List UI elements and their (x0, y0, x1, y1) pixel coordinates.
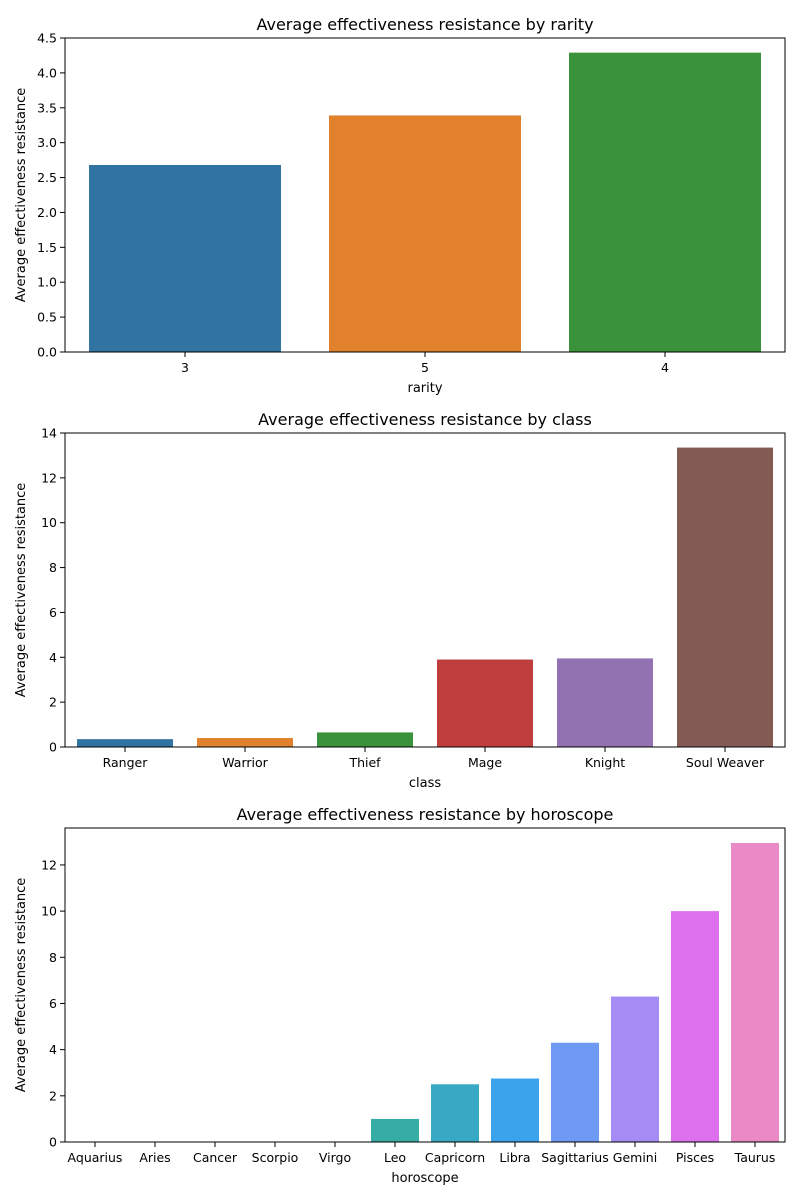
x-tick-label: Scorpio (252, 1150, 299, 1165)
chart-panel-3: Average effectiveness resistance by horo… (14, 805, 786, 1186)
chart-title: Average effectiveness resistance by clas… (258, 410, 592, 429)
bar-taurus (731, 843, 779, 1142)
bar-soul-weaver (677, 447, 773, 747)
plot-frame (64, 432, 786, 748)
x-axis-label: horoscope (391, 1171, 458, 1186)
chart-panel-2: Average effectiveness resistance by clas… (14, 410, 786, 791)
x-tick-label: Taurus (734, 1150, 776, 1165)
bar-libra (491, 1078, 539, 1142)
bar-pisces (671, 911, 719, 1142)
x-tick-label: Gemini (613, 1150, 657, 1165)
y-tick-label: 4.5 (37, 31, 57, 46)
y-tick-label: 0.5 (37, 310, 57, 325)
chart-title: Average effectiveness resistance by horo… (237, 805, 614, 824)
y-tick-label: 10 (41, 515, 57, 530)
x-tick-label: Virgo (319, 1150, 351, 1165)
x-tick-label: Libra (499, 1150, 530, 1165)
x-tick-label: 5 (421, 360, 429, 375)
x-tick-label: Knight (585, 755, 625, 770)
y-tick-label: 4 (49, 650, 57, 665)
x-tick-label: Mage (468, 755, 502, 770)
y-tick-label: 4.0 (37, 65, 57, 80)
y-tick-label: 3.0 (37, 135, 57, 150)
y-tick-label: 12 (41, 470, 57, 485)
y-tick-label: 2 (49, 1088, 57, 1103)
bar-capricorn (431, 1084, 479, 1142)
bar-sagittarius (551, 1042, 599, 1142)
bar-thief (317, 732, 413, 747)
x-tick-label: Aries (139, 1150, 170, 1165)
y-tick-label: 2.0 (37, 205, 57, 220)
x-tick-label: 4 (661, 360, 669, 375)
x-tick-label: Cancer (193, 1150, 238, 1165)
y-tick-label: 0 (49, 740, 57, 755)
plot-frame (64, 827, 786, 1143)
plot-frame (64, 37, 786, 353)
y-tick-label: 6 (49, 605, 57, 620)
y-tick-label: 0 (49, 1135, 57, 1150)
bar-leo (371, 1118, 419, 1142)
x-tick-label: Sagittarius (541, 1150, 609, 1165)
bar-4 (569, 52, 761, 353)
y-tick-label: 1.5 (37, 240, 57, 255)
x-tick-label: Aquarius (68, 1150, 123, 1165)
y-tick-label: 14 (41, 426, 57, 441)
chart-title: Average effectiveness resistance by rari… (256, 15, 593, 34)
bar-mage (437, 659, 533, 747)
x-tick-label: Capricorn (425, 1150, 485, 1165)
y-tick-label: 2 (49, 695, 57, 710)
x-tick-label: Leo (384, 1150, 406, 1165)
x-tick-label: Thief (348, 755, 381, 770)
y-axis-label: Average effectiveness resistance (14, 878, 29, 1093)
y-tick-label: 4 (49, 1042, 57, 1057)
x-tick-label: Ranger (103, 755, 149, 770)
bar-gemini (611, 996, 659, 1142)
y-tick-label: 8 (49, 950, 57, 965)
x-tick-label: Soul Weaver (686, 755, 765, 770)
bar-3 (89, 164, 281, 352)
bar-warrior (197, 738, 293, 747)
y-tick-label: 2.5 (37, 170, 57, 185)
chart-panel-1: Average effectiveness resistance by rari… (14, 15, 786, 396)
y-tick-label: 3.5 (37, 100, 57, 115)
y-tick-label: 0.0 (37, 345, 57, 360)
bar-ranger (77, 739, 173, 747)
y-axis-label: Average effectiveness resistance (14, 483, 29, 698)
y-tick-label: 1.0 (37, 275, 57, 290)
bar-5 (329, 115, 521, 352)
y-tick-label: 10 (41, 904, 57, 919)
x-axis-label: rarity (407, 381, 442, 396)
bar-knight (557, 658, 653, 747)
x-tick-label: Warrior (222, 755, 268, 770)
x-tick-label: 3 (181, 360, 189, 375)
y-axis-label: Average effectiveness resistance (14, 88, 29, 303)
x-tick-label: Pisces (676, 1150, 714, 1165)
y-tick-label: 8 (49, 560, 57, 575)
y-tick-label: 12 (41, 857, 57, 872)
x-axis-label: class (409, 776, 441, 791)
y-tick-label: 6 (49, 996, 57, 1011)
